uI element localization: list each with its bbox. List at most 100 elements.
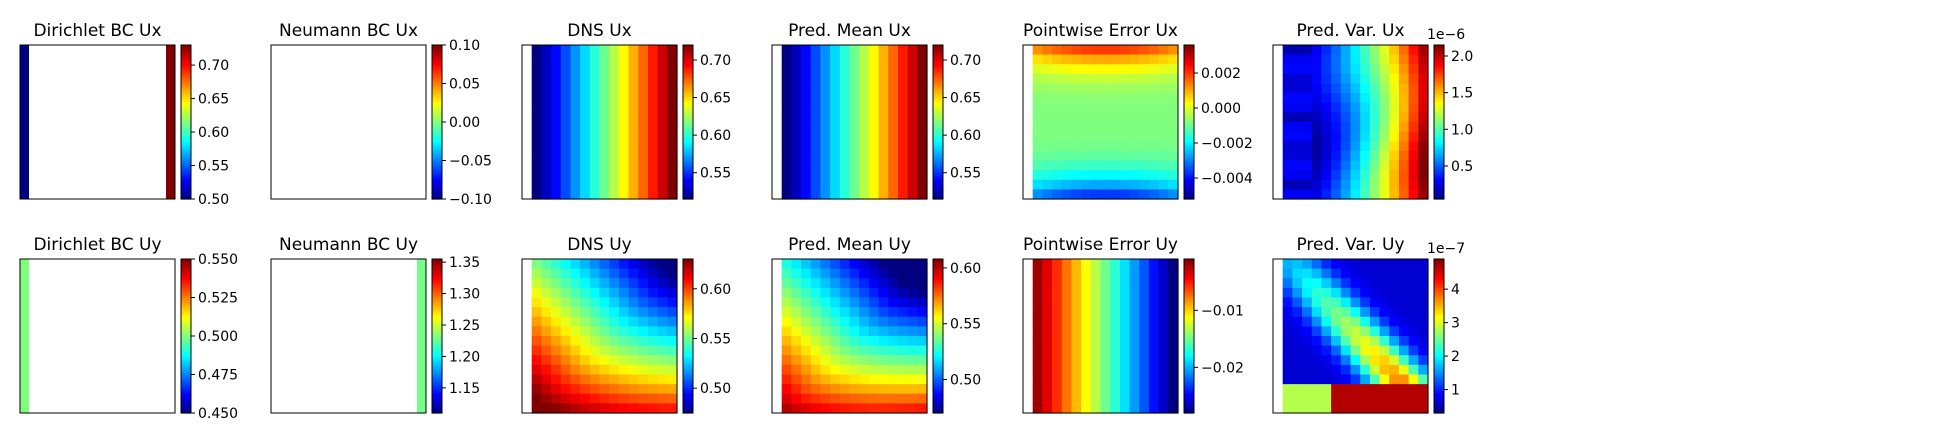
- colorbar-segment: [181, 346, 191, 350]
- heatmap-cell: [1139, 160, 1150, 171]
- heatmap-cell: [830, 384, 841, 395]
- heatmap-cell: [1369, 345, 1381, 356]
- heatmap-cell: [781, 64, 792, 75]
- heatmap-cell: [810, 170, 822, 181]
- colorbar-segment: [1434, 389, 1444, 394]
- colorbar-segment: [683, 106, 693, 110]
- heatmap-cell: [551, 345, 562, 356]
- heatmap-cell: [1311, 150, 1323, 162]
- colorbar-segment: [1184, 163, 1194, 167]
- colorbar-segment: [181, 384, 191, 388]
- heatmap-cell: [618, 122, 630, 133]
- heatmap-cell: [868, 141, 880, 152]
- heatmap-cell: [1398, 189, 1410, 200]
- heatmap-cell: [1032, 73, 1043, 85]
- heatmap-cell: [1379, 73, 1390, 85]
- heatmap-cell: [868, 297, 880, 308]
- colorbar-segment: [1184, 50, 1194, 54]
- heatmap-cell: [1302, 316, 1313, 327]
- heatmap-cell: [599, 112, 610, 123]
- heatmap-cell: [1350, 54, 1361, 65]
- heatmap-cell: [1042, 83, 1053, 94]
- colorbar-segment: [1184, 98, 1194, 103]
- heatmap-cell: [1379, 278, 1390, 289]
- heatmap-cell: [618, 364, 630, 376]
- heatmap-cell: [580, 93, 591, 104]
- heatmap-cell: [1090, 316, 1102, 327]
- heatmap-cell: [638, 179, 649, 190]
- heatmap-cell: [1331, 384, 1342, 395]
- colorbar-segment: [933, 116, 943, 121]
- colorbar-segment: [432, 83, 442, 87]
- colorbar-segment: [181, 287, 191, 291]
- heatmap-cell: [1081, 374, 1092, 385]
- colorbar-segment: [683, 356, 693, 360]
- colorbar-segment: [1184, 405, 1194, 409]
- heatmap-cell: [1100, 355, 1111, 366]
- heatmap-cell: [1052, 112, 1063, 123]
- colorbar-segment: [181, 323, 191, 327]
- heatmap-cell: [907, 112, 918, 123]
- colorbar-multiplier: 1e−6: [1427, 27, 1465, 43]
- colorbar-segment: [432, 264, 442, 268]
- plot-frame: [1272, 44, 1429, 200]
- heatmap-cell: [1061, 287, 1073, 299]
- heatmap-cell: [1071, 364, 1082, 376]
- colorbar-segment: [432, 150, 442, 154]
- heatmap-cell: [628, 393, 639, 404]
- heatmap-cell: [1379, 45, 1390, 56]
- heatmap-cell: [1321, 141, 1332, 152]
- colorbar-segment: [1184, 294, 1194, 299]
- colorbar-segment: [181, 160, 191, 164]
- heatmap-cell: [667, 131, 678, 142]
- heatmap-cell: [820, 131, 831, 142]
- heatmap-cell: [1418, 93, 1429, 104]
- heatmap-cell: [599, 45, 610, 56]
- colorbar-segment: [432, 377, 442, 381]
- heatmap-cell: [830, 268, 841, 279]
- colorbar-segment: [933, 145, 943, 149]
- heatmap-cell: [628, 150, 639, 162]
- heatmap-cell: [638, 403, 649, 414]
- colorbar-segment: [181, 57, 191, 61]
- heatmap-cell: [1379, 160, 1390, 171]
- heatmap-cell: [1369, 122, 1381, 133]
- colorbar-segment: [933, 165, 943, 169]
- heatmap-cell: [1061, 316, 1073, 327]
- heatmap-cell: [1389, 297, 1400, 308]
- colorbar-segment: [683, 83, 693, 87]
- heatmap-cell: [1418, 297, 1429, 308]
- heatmap-cell: [1100, 122, 1111, 133]
- colorbar-segment: [1434, 62, 1444, 67]
- heatmap-cell: [580, 160, 591, 171]
- heatmap-cell: [1061, 278, 1073, 289]
- colorbar-frame: [932, 44, 944, 200]
- heatmap-cell: [1061, 160, 1073, 171]
- heatmap-cell: [810, 259, 822, 270]
- heatmap-cell: [1282, 141, 1293, 152]
- colorbar-segment: [933, 310, 943, 314]
- heatmap-cell: [839, 355, 851, 366]
- heatmap-cell: [570, 287, 581, 299]
- heatmap-cell: [560, 64, 572, 75]
- heatmap-cell: [541, 141, 552, 152]
- heatmap-cell: [1090, 189, 1102, 200]
- colorbar-segment: [1184, 145, 1194, 149]
- heatmap-cell: [1139, 355, 1150, 366]
- heatmap-cell: [810, 54, 822, 65]
- colorbar-segment: [683, 150, 693, 154]
- heatmap-cell: [810, 122, 822, 133]
- colorbar-frame: [180, 44, 192, 200]
- heatmap-cell: [599, 73, 610, 85]
- colorbar-segment: [181, 96, 191, 100]
- heatmap-cell: [1090, 259, 1102, 270]
- heatmap-cell: [1398, 54, 1410, 65]
- colorbar-segment: [933, 300, 943, 304]
- colorbar-segment: [1184, 147, 1194, 151]
- heatmap-cell: [820, 384, 831, 395]
- heatmap-cell: [868, 326, 880, 337]
- colorbar-segment: [1184, 191, 1194, 195]
- colorbar-segment: [432, 111, 442, 115]
- heatmap-cell: [1061, 54, 1073, 65]
